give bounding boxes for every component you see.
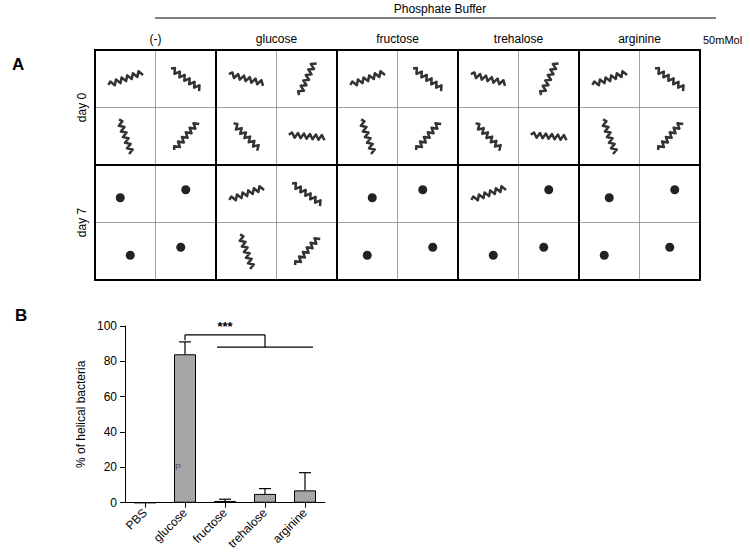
svg-text:20: 20 <box>104 460 118 474</box>
svg-text:60: 60 <box>104 390 118 404</box>
svg-text:% of helical bacteria: % of helical bacteria <box>74 360 88 468</box>
svg-text:glucose: glucose <box>256 32 298 46</box>
svg-text:A: A <box>12 55 24 74</box>
svg-text:(-): (-) <box>150 32 162 46</box>
svg-text:trehalose: trehalose <box>494 32 544 46</box>
svg-text:Phosphate Buffer: Phosphate Buffer <box>394 2 487 16</box>
svg-text:0: 0 <box>110 496 117 510</box>
svg-text:glucose: glucose <box>151 506 190 545</box>
svg-text:fructose: fructose <box>190 506 230 546</box>
svg-text:40: 40 <box>104 425 118 439</box>
svg-text:50mMol: 50mMol <box>703 34 742 46</box>
svg-text:arginine: arginine <box>270 506 310 546</box>
svg-text:arginine: arginine <box>618 32 661 46</box>
svg-text:P: P <box>175 462 181 472</box>
svg-text:day 7: day 7 <box>75 207 89 237</box>
svg-text:B: B <box>15 306 27 325</box>
svg-text:80: 80 <box>104 354 118 368</box>
svg-text:fructose: fructose <box>376 32 419 46</box>
svg-text:day 0: day 0 <box>75 92 89 122</box>
svg-text:trehalose: trehalose <box>225 506 270 551</box>
svg-text:100: 100 <box>97 319 117 333</box>
svg-text:***: *** <box>217 319 233 334</box>
svg-text:PBS: PBS <box>123 506 150 533</box>
